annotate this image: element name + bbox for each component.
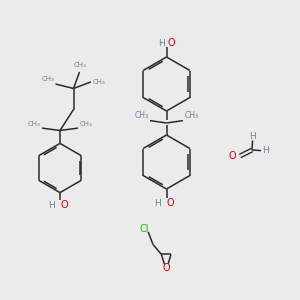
Text: Cl: Cl [139,224,149,235]
Text: O: O [167,198,174,208]
Text: CH₃: CH₃ [41,76,54,82]
Text: H: H [249,132,256,141]
Text: CH₃: CH₃ [28,122,40,128]
Text: CH₃: CH₃ [80,122,92,128]
Text: O: O [61,200,68,210]
Text: CH₃: CH₃ [184,111,199,120]
Text: H: H [262,146,268,155]
Text: H: H [154,199,161,208]
Text: CH₃: CH₃ [92,79,105,85]
Text: O: O [162,262,170,273]
Text: H: H [158,39,164,48]
Text: O: O [229,151,236,161]
Text: CH₃: CH₃ [134,111,148,120]
Text: O: O [168,38,175,49]
Text: H: H [48,201,55,210]
Text: CH₃: CH₃ [73,62,86,68]
